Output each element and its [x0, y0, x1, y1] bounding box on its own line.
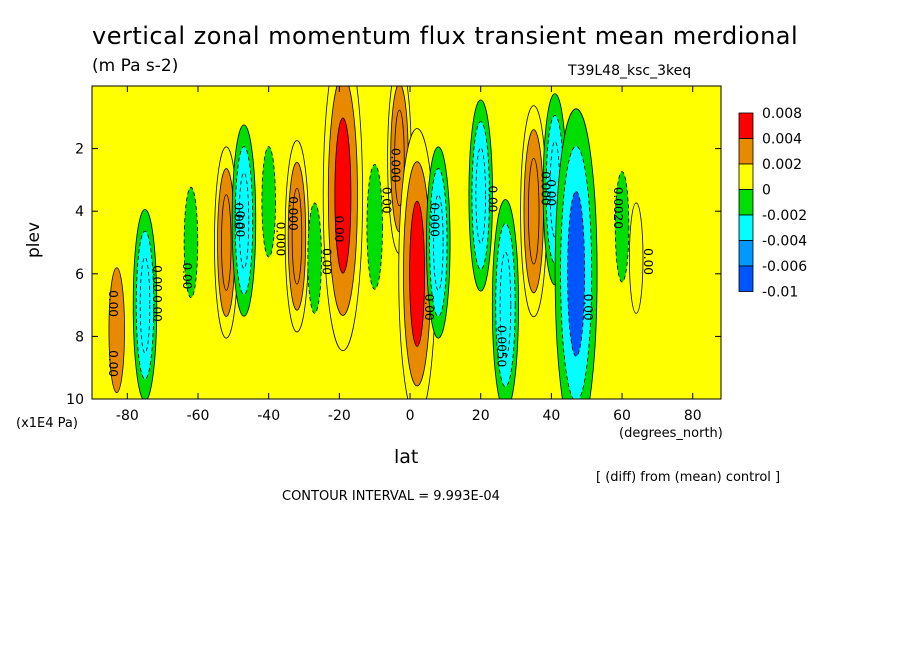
contour-core — [139, 256, 151, 354]
x-tick-label: -80 — [116, 408, 139, 424]
contour-label: 0.00 — [422, 294, 436, 321]
colorbar-label: 0.004 — [762, 132, 802, 148]
y-tick-label: 10 — [66, 392, 84, 408]
contour-label: 0.00 — [106, 350, 120, 377]
colorbar-swatch — [738, 163, 754, 190]
colorbar-swatch — [738, 240, 754, 267]
filled-contours — [108, 86, 644, 399]
y-axis-units: (x1E4 Pa) — [16, 416, 78, 431]
contour-label: 0.000 — [388, 148, 402, 182]
contour-label: 0.00 — [486, 186, 500, 213]
x-axis-label: lat — [394, 446, 419, 468]
contour-core — [221, 194, 232, 291]
contour-label: 0.0050 — [494, 325, 508, 367]
y-tick-label: 6 — [75, 267, 84, 283]
contour-core — [261, 146, 276, 258]
contour-core — [433, 194, 444, 291]
contour-core — [499, 251, 512, 359]
colorbar-swatch — [738, 112, 754, 139]
x-tick-label: 40 — [542, 408, 560, 424]
contour-core — [614, 171, 630, 283]
contour-label: 0.000 — [274, 222, 288, 256]
y-tick-label: 2 — [75, 142, 84, 158]
contour-label: 0.00 — [641, 248, 655, 275]
contour-core — [567, 190, 586, 357]
contour-label: 0.000 — [286, 196, 300, 230]
chart-title: vertical zonal momentum flux transient m… — [92, 22, 799, 50]
contour-label: 0.00 — [150, 295, 164, 322]
contour-label: 0.00 — [180, 263, 194, 290]
x-axis-ticks: -80 -60 -40 -20 0 20 40 60 80 — [116, 86, 702, 424]
contour-core — [475, 147, 486, 244]
x-tick-label: 20 — [472, 408, 490, 424]
contour-label: 0.00 — [332, 216, 346, 243]
colorbar-label: -0.002 — [762, 208, 807, 224]
contour-label: 0.00 — [380, 187, 394, 214]
colorbar-label: 0 — [762, 183, 771, 199]
colorbar-label: -0.01 — [762, 285, 798, 301]
contour-label: 0.00 — [320, 248, 334, 275]
x-tick-label: 0 — [406, 408, 415, 424]
x-tick-label: 60 — [613, 408, 631, 424]
contour-label: 0.00 — [231, 203, 245, 230]
y-axis-ticks: 2 4 6 8 10 — [66, 142, 721, 408]
x-axis-units: (degrees_north) — [619, 426, 723, 441]
contour-core — [291, 187, 303, 285]
contour-interval: CONTOUR INTERVAL = 9.993E-04 — [282, 489, 500, 504]
colorbar-swatch — [738, 265, 754, 292]
y-tick-label: 4 — [75, 204, 84, 220]
contour-label: 0.0020 — [611, 187, 625, 229]
colorbar: 0.008 0.004 0.002 0 -0.002 -0.004 -0.006 -0.01 — [738, 106, 807, 301]
contour-label: 0.00 — [544, 179, 558, 206]
x-tick-label: -20 — [328, 408, 351, 424]
contour-label: 0.00 — [150, 265, 164, 292]
contour-core — [527, 157, 540, 265]
contour-core — [628, 202, 644, 314]
contour-core — [238, 172, 250, 269]
colorbar-swatch — [738, 214, 754, 241]
colorbar-label: 0.008 — [762, 106, 802, 122]
plot-frame — [91, 85, 722, 400]
y-tick-label: 8 — [75, 329, 84, 345]
colorbar-label: -0.006 — [762, 259, 807, 275]
x-tick-label: -60 — [187, 408, 210, 424]
contour-label: 0.00 — [106, 290, 120, 317]
contour-labels: 0.00 0.000.000.000.00 0.0000.0000.000.000.… — [106, 148, 655, 377]
colorbar-label: -0.004 — [762, 234, 807, 250]
chart-units: (m Pa s-2) — [92, 56, 179, 76]
contour-core — [108, 267, 125, 393]
contour-label: 0.00 — [233, 211, 247, 238]
contour-core — [409, 200, 425, 347]
contour-core — [334, 117, 352, 274]
colorbar-swatch — [738, 138, 754, 165]
contour-core — [366, 164, 383, 290]
x-tick-label: 80 — [684, 408, 702, 424]
colorbar-swatch — [738, 189, 754, 216]
colorbar-label: 0.002 — [762, 157, 802, 173]
diff-subtitle: [ (diff) from (mean) control ] — [596, 470, 781, 485]
contour-core — [394, 109, 405, 207]
x-tick-label: -40 — [257, 408, 280, 424]
contour-label: 0.000 — [427, 203, 441, 237]
contour-core — [183, 186, 199, 299]
contour-core — [307, 202, 322, 314]
contour-label: 0.000 — [539, 171, 553, 205]
contour-label: 0.00 — [581, 294, 595, 321]
run-label: T39L48_ksc_3keq — [568, 63, 692, 79]
